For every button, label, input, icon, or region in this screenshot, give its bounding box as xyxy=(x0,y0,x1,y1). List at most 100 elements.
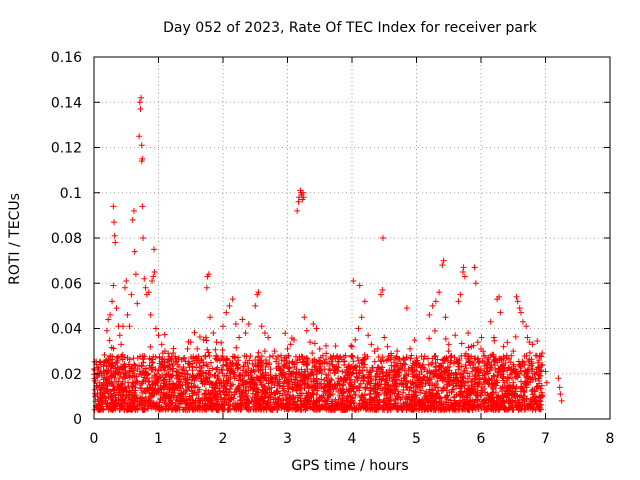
data-point xyxy=(433,405,440,412)
data-point xyxy=(219,370,226,377)
data-point xyxy=(131,401,138,408)
data-point xyxy=(233,344,240,351)
data-point xyxy=(271,348,278,355)
data-point xyxy=(258,381,265,388)
data-point xyxy=(281,361,288,368)
data-point xyxy=(136,99,143,106)
data-point xyxy=(385,401,392,408)
data-point xyxy=(132,271,139,278)
data-point xyxy=(450,360,457,367)
data-point xyxy=(107,311,114,318)
data-point xyxy=(155,389,162,396)
data-point xyxy=(171,382,178,389)
data-point xyxy=(458,352,465,359)
data-point xyxy=(368,373,375,380)
data-point xyxy=(354,375,361,382)
data-point xyxy=(501,398,508,405)
data-point xyxy=(454,359,461,366)
y-tick-label: 0.08 xyxy=(51,231,82,247)
data-point xyxy=(255,353,262,360)
data-point xyxy=(474,390,481,397)
data-point xyxy=(455,298,462,305)
data-point xyxy=(146,355,153,362)
y-axis-ticks: 0 0.02 0.04 0.06 0.08 0.1 0.12 0.14 0.16 xyxy=(51,50,610,428)
data-point xyxy=(180,355,187,362)
data-point xyxy=(141,353,148,360)
data-point xyxy=(521,406,528,413)
data-point xyxy=(125,396,132,403)
data-point xyxy=(442,314,449,321)
data-point xyxy=(239,316,246,323)
data-point xyxy=(139,363,146,370)
data-point xyxy=(447,377,454,384)
y-tick-label: 0.06 xyxy=(51,276,82,292)
data-point xyxy=(517,362,524,369)
data-point xyxy=(400,357,407,364)
data-point xyxy=(260,372,267,379)
data-point xyxy=(497,385,504,392)
data-point xyxy=(220,402,227,409)
data-point xyxy=(262,371,269,378)
data-point xyxy=(166,394,173,401)
data-point xyxy=(138,142,145,149)
data-point xyxy=(487,318,494,325)
data-point xyxy=(300,406,307,413)
data-point xyxy=(110,219,117,226)
data-point xyxy=(497,309,504,316)
data-point xyxy=(364,353,371,360)
data-point xyxy=(383,395,390,402)
data-point xyxy=(355,357,362,364)
data-point xyxy=(491,397,498,404)
data-point xyxy=(485,376,492,383)
data-point xyxy=(380,399,387,406)
data-point xyxy=(223,391,230,398)
data-point xyxy=(419,400,426,407)
data-point xyxy=(352,336,359,343)
data-point xyxy=(156,360,163,367)
data-point xyxy=(443,392,450,399)
data-point xyxy=(287,396,294,403)
data-point xyxy=(432,298,439,305)
data-point xyxy=(110,282,117,289)
data-point xyxy=(280,363,287,370)
data-point xyxy=(178,367,185,374)
data-point xyxy=(297,378,304,385)
data-point xyxy=(109,356,116,363)
data-point xyxy=(235,383,242,390)
data-point xyxy=(276,365,283,372)
data-point xyxy=(237,372,244,379)
data-point xyxy=(119,378,126,385)
data-point xyxy=(413,361,420,368)
data-point xyxy=(443,406,450,413)
data-point xyxy=(168,357,175,364)
data-point xyxy=(119,396,126,403)
data-point xyxy=(206,352,213,359)
data-point xyxy=(447,353,454,360)
data-point xyxy=(427,406,434,413)
data-point xyxy=(329,355,336,362)
data-point xyxy=(97,393,104,400)
data-point xyxy=(403,354,410,361)
data-point xyxy=(442,399,449,406)
data-point xyxy=(519,318,526,325)
data-point xyxy=(118,401,125,408)
data-point xyxy=(182,388,189,395)
x-tick-label: 8 xyxy=(606,431,615,447)
data-point xyxy=(116,389,123,396)
data-point xyxy=(156,406,163,413)
data-point xyxy=(142,388,149,395)
data-point xyxy=(329,361,336,368)
data-point xyxy=(309,350,316,357)
data-point xyxy=(382,385,389,392)
data-point xyxy=(384,343,391,350)
y-axis-label: ROTI / TECUs xyxy=(7,193,23,285)
data-point xyxy=(133,373,140,380)
data-point xyxy=(368,341,375,348)
data-point xyxy=(112,239,119,246)
grid xyxy=(94,57,610,419)
data-point xyxy=(182,390,189,397)
data-point xyxy=(495,406,502,413)
data-point xyxy=(473,376,480,383)
data-point xyxy=(240,363,247,370)
data-point xyxy=(129,372,136,379)
